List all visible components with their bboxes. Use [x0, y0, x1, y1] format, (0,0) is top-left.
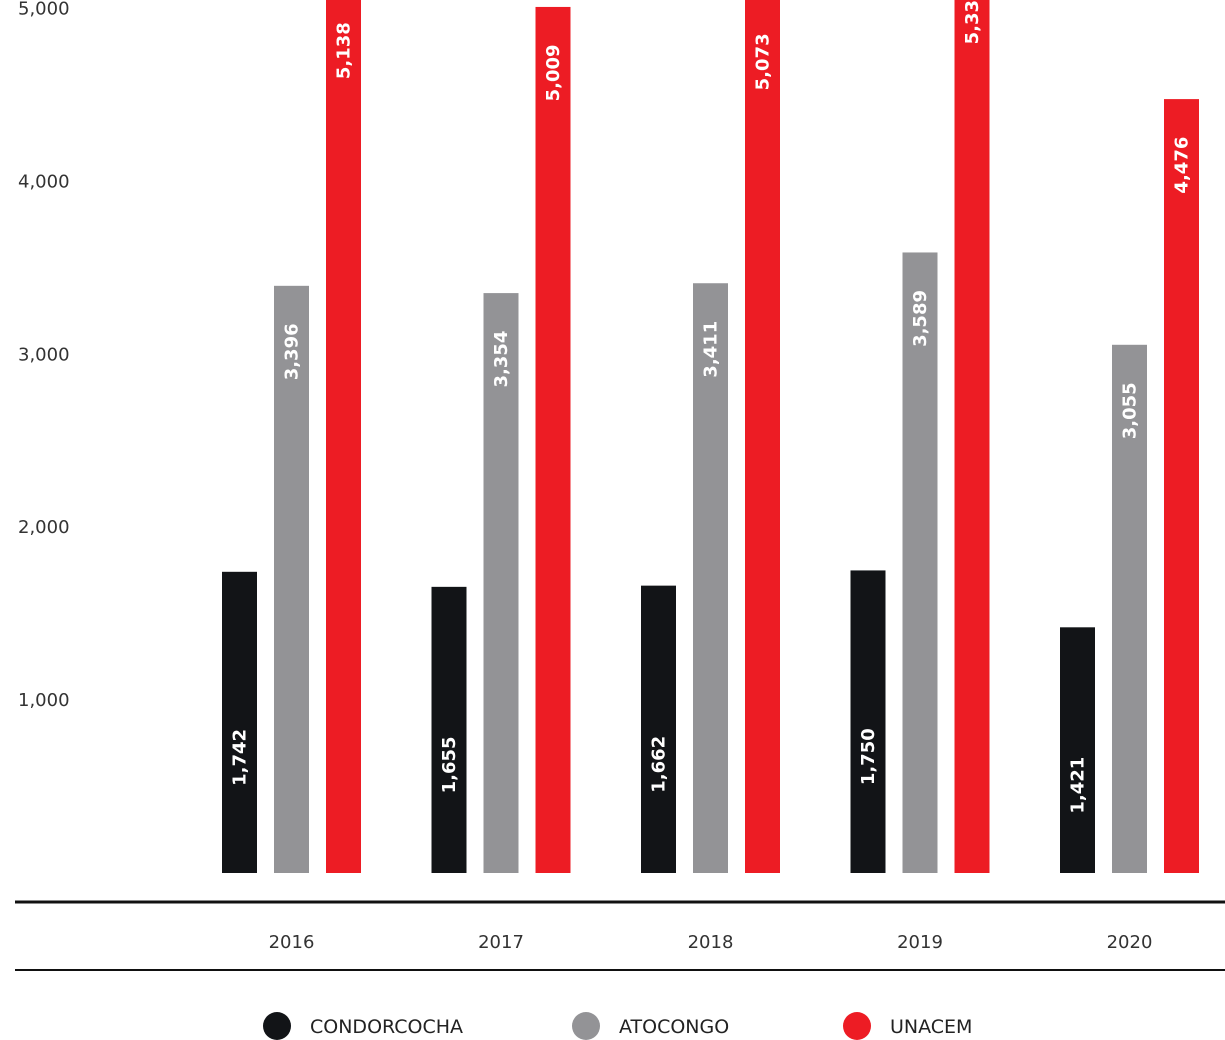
bar-value-label: 1,750 — [858, 728, 879, 785]
bar-unacem-2019 — [954, 0, 990, 873]
y-tick-label: 4,000 — [18, 171, 70, 192]
bar-atocongo-2018 — [693, 283, 728, 873]
x-tick-label: 2020 — [1107, 932, 1153, 953]
bar-atocongo-2020 — [1112, 344, 1147, 873]
bar-condorcocha-2017 — [431, 586, 467, 873]
bar-value-label: 3,396 — [282, 323, 303, 380]
x-tick-label: 2016 — [269, 932, 315, 953]
y-tick-label: 2,000 — [18, 517, 70, 538]
bar-atocongo-2019 — [902, 252, 938, 873]
bar-condorcocha-2016 — [222, 571, 257, 873]
bar-unacem-2018 — [745, 0, 780, 874]
x-tick-label: 2019 — [897, 932, 943, 953]
legend-label-condorcocha: CONDORCOCHA — [310, 1016, 463, 1038]
bar-atocongo-2016 — [274, 285, 309, 873]
legend-marker-atocongo — [572, 1012, 600, 1040]
bar-atocongo-2017 — [483, 293, 519, 874]
legend-label-atocongo: ATOCONGO — [619, 1016, 729, 1038]
x-tick-label: 2018 — [688, 932, 734, 953]
bar-value-label: 1,742 — [230, 729, 251, 786]
bar-value-label: 3,411 — [701, 321, 722, 378]
x-tick-label: 2017 — [478, 932, 524, 953]
bar-value-label: 3,055 — [1120, 382, 1141, 439]
bar-unacem-2017 — [535, 6, 571, 873]
bar-value-label: 5,339 — [962, 0, 983, 44]
bar-unacem-2016 — [326, 0, 361, 874]
legend-marker-condorcocha — [263, 1012, 291, 1040]
bar-condorcocha-2020 — [1060, 627, 1095, 873]
y-tick-label: 5,000 — [18, 0, 70, 20]
bar-condorcocha-2018 — [641, 585, 676, 873]
y-tick-label: 1,000 — [18, 690, 70, 711]
y-tick-label: 3,000 — [18, 344, 70, 365]
legend-label-unacem: UNACEM — [890, 1016, 972, 1038]
bar-value-label: 1,421 — [1068, 757, 1089, 814]
bar-value-label: 1,655 — [439, 736, 460, 793]
legend-marker-unacem — [843, 1012, 871, 1040]
bar-value-label: 1,662 — [649, 736, 670, 793]
bar-unacem-2020 — [1164, 99, 1199, 873]
bar-value-label: 3,354 — [491, 331, 512, 388]
bar-value-label: 5,138 — [334, 22, 355, 79]
bar-value-label: 3,589 — [910, 290, 931, 347]
bar-value-label: 5,073 — [753, 33, 774, 90]
bar-value-label: 4,476 — [1172, 137, 1193, 194]
bar-condorcocha-2019 — [850, 570, 886, 873]
bar-value-label: 5,009 — [543, 44, 564, 101]
